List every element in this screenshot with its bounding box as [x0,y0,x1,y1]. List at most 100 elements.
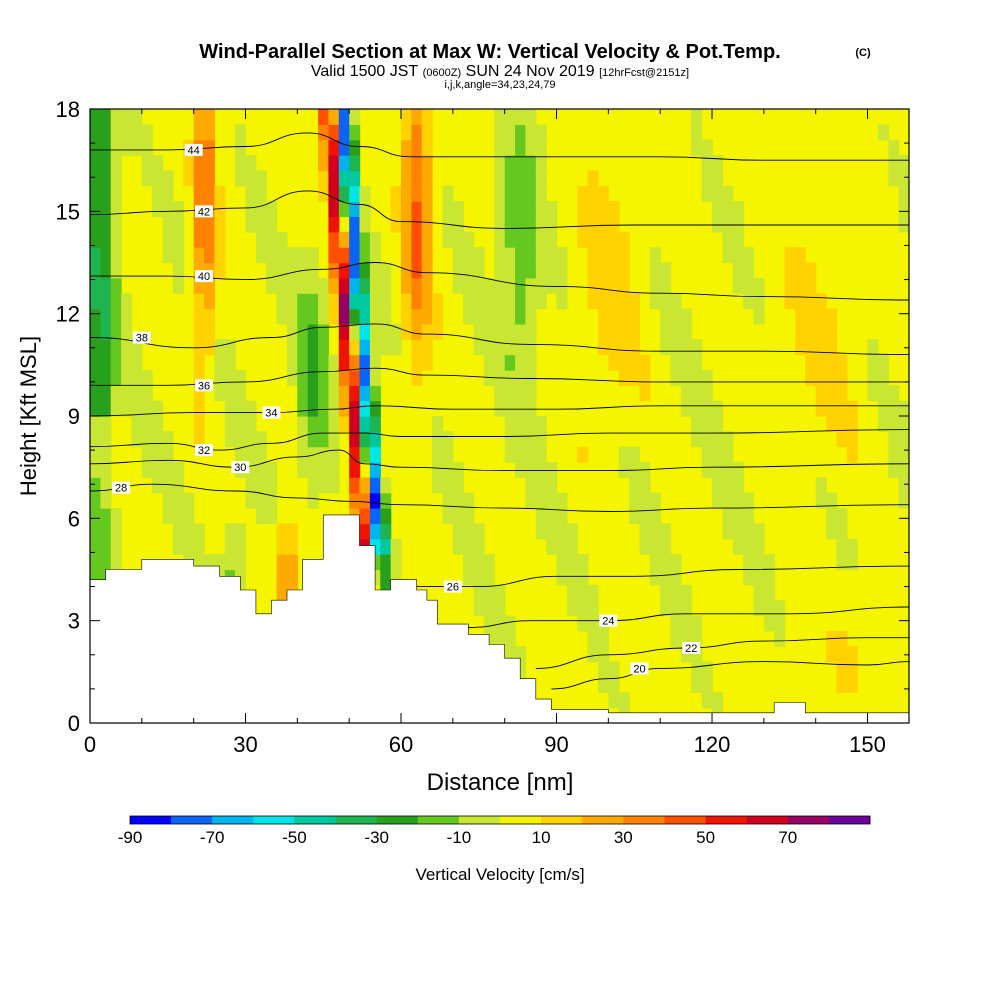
velocity-cell [515,139,527,156]
velocity-cell [131,416,143,432]
velocity-cell [463,277,475,294]
velocity-cell [442,446,454,463]
velocity-cell [297,308,309,325]
velocity-cell [473,600,485,617]
velocity-cell [598,630,609,647]
velocity-cell [100,109,112,110]
velocity-cell [556,508,568,525]
velocity-cell [701,416,713,432]
velocity-cell [411,201,423,217]
velocity-cell [90,462,101,478]
velocity-cell [515,661,527,678]
velocity-cell [795,262,806,279]
velocity-cell [504,446,516,463]
velocity-cell [494,354,506,371]
velocity-cell [307,247,319,264]
velocity-cell [753,277,765,294]
velocity-cell [494,400,506,417]
velocity-cell [629,446,641,463]
velocity-cell [432,293,444,310]
velocity-cell [100,185,112,202]
velocity-cell [722,446,734,463]
velocity-cell [680,323,692,340]
velocity-cell [421,185,433,202]
velocity-cell [732,231,744,248]
velocity-cell [401,201,412,217]
velocity-cell [618,308,630,325]
velocity-cell [110,554,122,571]
velocity-cell [245,216,257,233]
velocity-cell [204,308,215,325]
velocity-cell [701,677,713,693]
velocity-cell [193,124,205,141]
velocity-cell [276,584,288,601]
velocity-cell [369,385,381,402]
velocity-cell [670,370,682,386]
colorbar-swatch [458,816,501,824]
velocity-cell [90,492,101,509]
velocity-cell [318,293,330,310]
velocity-cell [618,277,630,294]
colorbar-tick-label: 30 [614,828,633,847]
velocity-cell [836,370,848,386]
velocity-cell [193,185,205,202]
velocity-cell [639,385,651,402]
velocity-cell [525,170,537,187]
velocity-cell [328,139,340,156]
velocity-cell [90,385,101,402]
velocity-cell [276,231,288,248]
velocity-cell [193,538,205,555]
velocity-cell [349,109,361,110]
velocity-cell [525,293,537,310]
velocity-cell [401,185,412,202]
velocity-cell [328,109,340,110]
velocity-cell [701,431,713,448]
velocity-cell [318,370,330,386]
velocity-cell [100,293,112,310]
velocity-cell [629,370,641,386]
velocity-cell [110,185,122,202]
velocity-cell [162,231,174,248]
velocity-cell [380,523,392,540]
velocity-cell [525,446,537,463]
velocity-cell [494,385,506,402]
velocity-cell [556,554,568,571]
velocity-cell [224,431,236,448]
velocity-cell [411,308,423,325]
velocity-cell [743,538,755,555]
velocity-cell [235,124,247,141]
velocity-cell [795,339,806,356]
velocity-cell [349,201,361,217]
velocity-cell [328,477,340,494]
velocity-cell [90,416,101,432]
chart-title: Wind-Parallel Section at Max W: Vertical… [199,41,780,63]
velocity-cell [349,416,361,432]
velocity-cell [525,308,537,325]
velocity-cell [421,293,433,310]
velocity-cell [577,185,589,202]
terrain [90,514,909,723]
velocity-cell [338,124,350,141]
velocity-cell [712,416,723,432]
colorbar-swatch [171,816,213,824]
velocity-cell [369,354,381,371]
velocity-cell [525,201,537,217]
velocity-cell [649,492,661,509]
velocity-cell [712,155,723,172]
velocity-cell [287,554,298,571]
velocity-cell [826,416,838,432]
velocity-cell [328,170,340,187]
velocity-cell [100,323,112,340]
velocity-cell [369,477,381,494]
velocity-cell [732,277,744,294]
velocity-cell [753,308,765,325]
velocity-cell [100,262,112,279]
velocity-cell [287,308,298,325]
velocity-cell [141,431,153,448]
velocity-cell [245,155,257,172]
velocity-cell [369,492,381,509]
velocity-cell [815,400,827,417]
theta-label-box [443,580,462,593]
theta-contour-28 [90,483,909,512]
velocity-cell [546,492,558,509]
